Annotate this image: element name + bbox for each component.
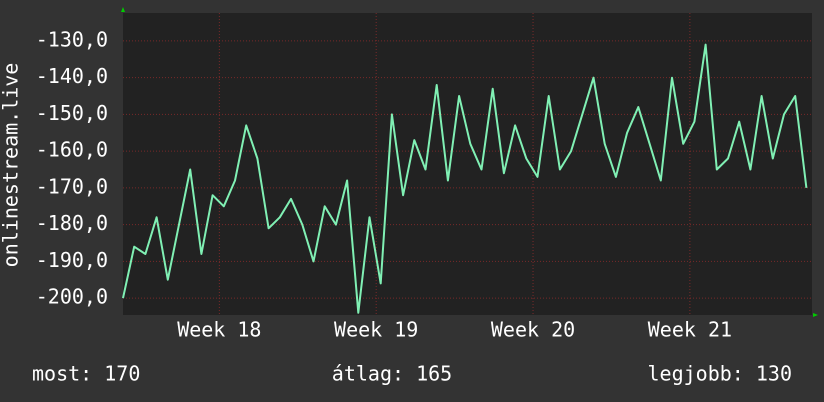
plot-area: [123, 13, 812, 315]
y-tick-label: -200,0: [36, 285, 108, 309]
y-tick-label: -160,0: [36, 138, 108, 162]
y-tick-label: -180,0: [36, 211, 108, 235]
x-tick-label: Week 20: [491, 318, 575, 342]
stat-average: átlag: 165: [332, 362, 452, 386]
stat-now: most: 170: [32, 362, 140, 386]
axis-arrow: [121, 7, 125, 12]
y-tick-label: -170,0: [36, 174, 108, 198]
stat-best: legjobb: 130: [648, 362, 793, 386]
axis-arrow: [813, 313, 818, 317]
y-tick-label: -130,0: [36, 27, 108, 51]
x-tick-label: Week 19: [334, 318, 418, 342]
y-tick-label: -190,0: [36, 248, 108, 272]
y-tick-label: -140,0: [36, 64, 108, 88]
y-tick-label: -150,0: [36, 101, 108, 125]
x-tick-label: Week 21: [648, 318, 732, 342]
y-axis-label: onlinestream.live: [0, 63, 23, 268]
x-tick-label: Week 18: [177, 318, 261, 342]
data-line: [122, 43, 808, 314]
